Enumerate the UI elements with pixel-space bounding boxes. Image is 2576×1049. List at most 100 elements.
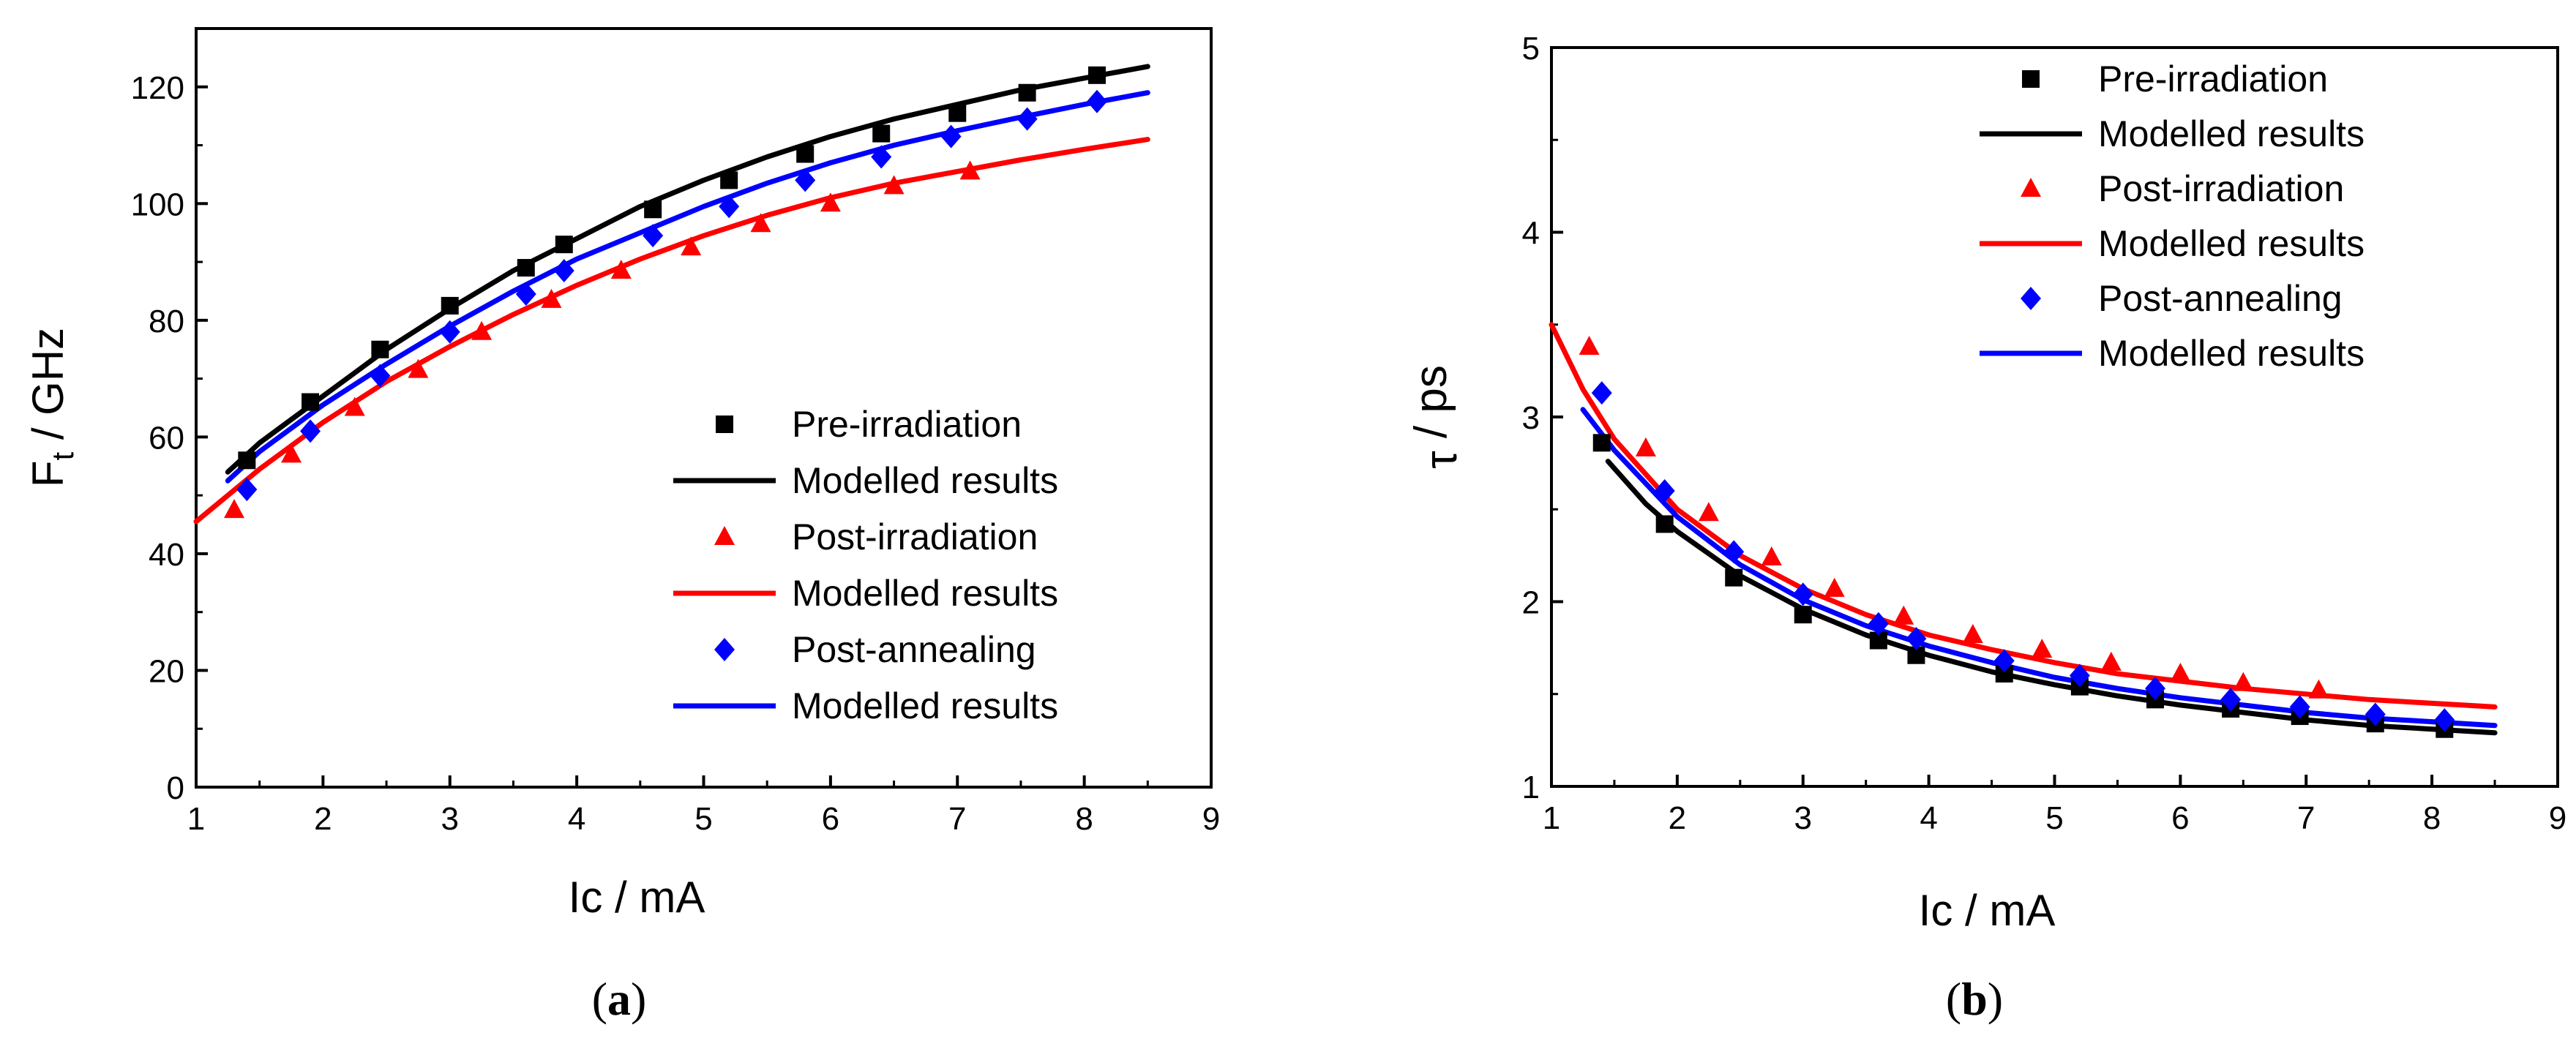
a-series-0-point [371,340,389,358]
b-series-4-point [2145,677,2165,701]
b-legend-marker-sample [2022,70,2040,88]
a-legend-marker-sample [714,526,735,545]
a-series-0-point [238,451,256,470]
b-x-tick-label: 1 [1543,800,1560,836]
a-series-2-point [541,288,562,308]
b-series-2-point [2308,679,2329,699]
b-series-4-point [2220,688,2242,712]
b-y-tick-label: 4 [1522,216,1540,252]
b-y-tick-label: 1 [1522,770,1540,805]
panel-b-caption-letter: b [1961,973,1988,1025]
b-series-5-model-line [1580,407,2498,729]
b-legend-label: Modelled results [2098,113,2365,154]
b-series-2-point [2170,662,2191,682]
b-series-0-point [1794,606,1812,624]
b-series-1-model-line [1605,459,2498,736]
a-y-tick-label: 80 [149,304,184,339]
a-series-4-point [940,124,962,148]
a-legend-label: Modelled results [792,573,1058,614]
panel-b-y-label-rest: / ps [1406,365,1456,451]
a-series-4-point [300,419,321,443]
b-legend-label: Post-annealing [2098,278,2343,319]
b-series-0-point [1592,434,1611,452]
panel-b-y-axis-label: τ / ps [1406,365,1467,469]
a-series-2-point [681,236,702,256]
b-x-tick-label: 7 [2297,800,2315,836]
b-series-0-point [1655,515,1674,533]
b-series-4-point [1654,479,1675,503]
b-x-tick-label: 4 [1920,800,1937,836]
b-series-4-point [1868,612,1889,636]
a-legend-label: Pre-irradiation [792,404,1022,445]
b-y-tick-label: 3 [1522,400,1540,436]
panel-a-caption-open: ( [592,973,607,1025]
a-series-2-point [408,358,429,378]
a-series-2-point [281,443,302,463]
panel-a-legend: Pre-irradiation Modelled results Post-irra… [673,404,1058,726]
b-series-2-point [2100,651,2122,671]
panel-b-caption-open: ( [1946,973,1961,1025]
a-series-4-point [719,195,740,219]
b-series-2-point [1579,336,1600,356]
a-series-0-point [872,124,891,143]
panel-b-series [1549,322,2498,738]
b-legend-marker-sample [2021,287,2041,310]
a-series-2-point [224,499,245,519]
b-series-2-point [1824,577,1845,597]
a-series-0-point [948,104,967,122]
b-legend-marker-sample [2021,178,2041,197]
panel-a-series [193,64,1150,524]
b-series-2-point [1698,502,1719,522]
a-legend-marker-sample [716,416,733,433]
a-series-2-point [883,175,905,195]
b-series-4-point [2289,695,2310,719]
a-series-0-point [1087,66,1106,84]
panel-a-caption-letter: a [607,973,631,1025]
b-y-tick-label: 5 [1522,31,1540,67]
a-series-0-point [796,145,815,163]
a-x-tick-label: 9 [1202,801,1220,837]
b-series-0-point [1725,568,1743,587]
b-series-2-point [1761,546,1782,565]
a-x-tick-label: 6 [822,801,839,837]
a-series-4-point [1016,107,1038,131]
a-series-4-point [871,145,892,169]
b-series-2-point [1962,623,1983,643]
panel-a-caption-close: ) [631,973,646,1025]
panel-b-ticks: 1 2 3 4 5 6 7 8 9 1 2 3 4 5 [1522,31,2567,836]
a-series-4-point [439,320,460,344]
a-y-tick-label: 40 [149,537,184,573]
a-series-2-point [471,320,493,340]
a-x-tick-label: 4 [568,801,585,837]
panel-b-caption: (b) [1946,973,2003,1025]
a-series-5-model-line [225,90,1150,484]
a-series-0-point [517,259,535,277]
a-series-2-point [344,396,365,416]
b-series-4-point [1906,627,1927,650]
a-x-tick-label: 5 [694,801,712,837]
a-series-2-point [610,260,632,279]
panel-a-ft-vs-ic: 1 2 3 4 5 6 7 8 9 0 20 40 60 80 100 120 Ic / mA Ft / GH… [23,27,1220,1025]
b-x-tick-label: 8 [2423,800,2441,836]
panel-a-caption: (a) [592,973,647,1025]
a-y-tick-label: 60 [149,420,184,456]
a-legend-label: Modelled results [792,460,1058,501]
b-series-4-point [2365,702,2386,726]
b-series-4-point [1723,540,1745,564]
b-series-4-point [1792,582,1813,606]
a-series-4-point [1086,89,1107,113]
a-series-4-point [795,168,816,192]
b-legend-label: Pre-irradiation [2098,59,2328,99]
panel-a-y-label-main: F [23,461,72,488]
a-series-0-point [441,296,459,315]
b-x-tick-label: 2 [1669,800,1686,836]
b-series-4-point [1993,649,2015,673]
panel-a-y-label-sub: t [45,452,80,461]
a-series-0-point [302,393,320,411]
a-series-0-point [1018,83,1036,102]
panel-a-y-label-rest: / GHz [23,328,72,452]
panel-b-legend: Pre-irradiation Modelled results Post-irra… [1980,59,2365,374]
a-legend-marker-sample [714,638,735,661]
a-series-2-point [959,160,981,180]
